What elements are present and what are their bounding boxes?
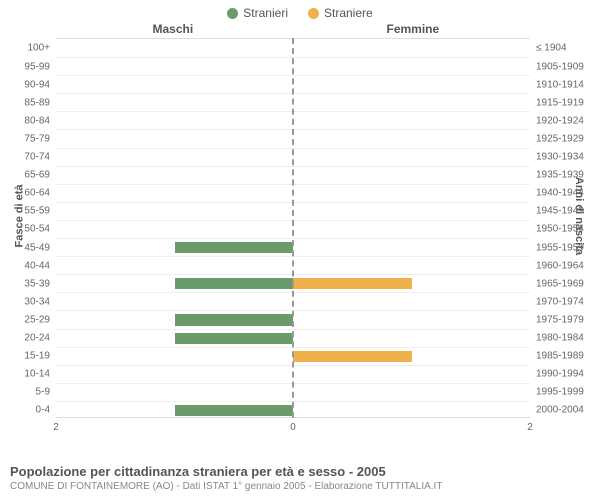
age-label: 50-54 <box>24 224 56 235</box>
age-label: 20-24 <box>24 333 56 344</box>
legend-label-female: Straniere <box>324 6 373 20</box>
legend-swatch-male-icon <box>227 8 238 19</box>
bar-male <box>175 278 294 289</box>
age-label: 40-44 <box>24 260 56 271</box>
center-line <box>292 38 294 418</box>
birth-year-label: 1950-1954 <box>530 224 584 235</box>
legend: Stranieri Straniere <box>0 0 600 20</box>
birth-year-label: 1965-1969 <box>530 278 584 289</box>
age-label: 35-39 <box>24 278 56 289</box>
birth-year-label: 1930-1934 <box>530 152 584 163</box>
chart-container: Stranieri Straniere Maschi Femmine Fasce… <box>0 0 600 500</box>
birth-year-label: 1960-1964 <box>530 260 584 271</box>
column-title-left: Maschi <box>153 22 194 36</box>
legend-label-male: Stranieri <box>243 6 288 20</box>
bar-male <box>175 405 294 416</box>
bar-female <box>293 351 412 362</box>
birth-year-label: 1955-1959 <box>530 242 584 253</box>
column-titles: Maschi Femmine <box>0 20 600 38</box>
birth-year-label: 1940-1944 <box>530 188 584 199</box>
x-axis: 2 0 2 <box>56 420 530 436</box>
x-tick-label: 2 <box>53 422 59 433</box>
age-label: 70-74 <box>24 152 56 163</box>
footer-title: Popolazione per cittadinanza straniera p… <box>10 464 590 479</box>
x-tick-label: 0 <box>290 422 296 433</box>
birth-year-label: 1920-1924 <box>530 115 584 126</box>
age-label: 0-4 <box>36 405 56 416</box>
chart-footer: Popolazione per cittadinanza straniera p… <box>10 464 590 492</box>
birth-year-label: 1905-1909 <box>530 61 584 72</box>
bar-male <box>175 242 294 253</box>
column-title-right: Femmine <box>387 22 440 36</box>
birth-year-label: 1915-1919 <box>530 97 584 108</box>
birth-year-label: 1970-1974 <box>530 296 584 307</box>
birth-year-label: 1935-1939 <box>530 170 584 181</box>
legend-item-female: Straniere <box>308 6 373 20</box>
x-tick-label: 2 <box>527 422 533 433</box>
birth-year-label: 1975-1979 <box>530 314 584 325</box>
legend-swatch-female-icon <box>308 8 319 19</box>
age-label: 5-9 <box>36 387 56 398</box>
birth-year-label: 2000-2004 <box>530 405 584 416</box>
birth-year-label: 1980-1984 <box>530 333 584 344</box>
bar-male <box>175 333 294 344</box>
legend-item-male: Stranieri <box>227 6 288 20</box>
age-label: 80-84 <box>24 115 56 126</box>
birth-year-label: 1910-1914 <box>530 79 584 90</box>
age-label: 10-14 <box>24 369 56 380</box>
age-label: 45-49 <box>24 242 56 253</box>
age-label: 85-89 <box>24 97 56 108</box>
age-label: 25-29 <box>24 314 56 325</box>
age-label: 60-64 <box>24 188 56 199</box>
birth-year-label: 1990-1994 <box>530 369 584 380</box>
age-label: 55-59 <box>24 206 56 217</box>
age-label: 65-69 <box>24 170 56 181</box>
footer-subtitle: COMUNE DI FONTAINEMORE (AO) - Dati ISTAT… <box>10 481 590 492</box>
age-label: 75-79 <box>24 134 56 145</box>
age-label: 100+ <box>27 43 56 54</box>
plot-area: 100+≤ 190495-991905-190990-941910-191485… <box>56 38 530 436</box>
age-label: 15-19 <box>24 351 56 362</box>
age-label: 90-94 <box>24 79 56 90</box>
birth-year-label: 1995-1999 <box>530 387 584 398</box>
age-label: 30-34 <box>24 296 56 307</box>
birth-year-label: ≤ 1904 <box>530 43 567 54</box>
bar-female <box>293 278 412 289</box>
bar-male <box>175 314 294 325</box>
birth-year-label: 1925-1929 <box>530 134 584 145</box>
age-label: 95-99 <box>24 61 56 72</box>
birth-year-label: 1985-1989 <box>530 351 584 362</box>
birth-year-label: 1945-1949 <box>530 206 584 217</box>
